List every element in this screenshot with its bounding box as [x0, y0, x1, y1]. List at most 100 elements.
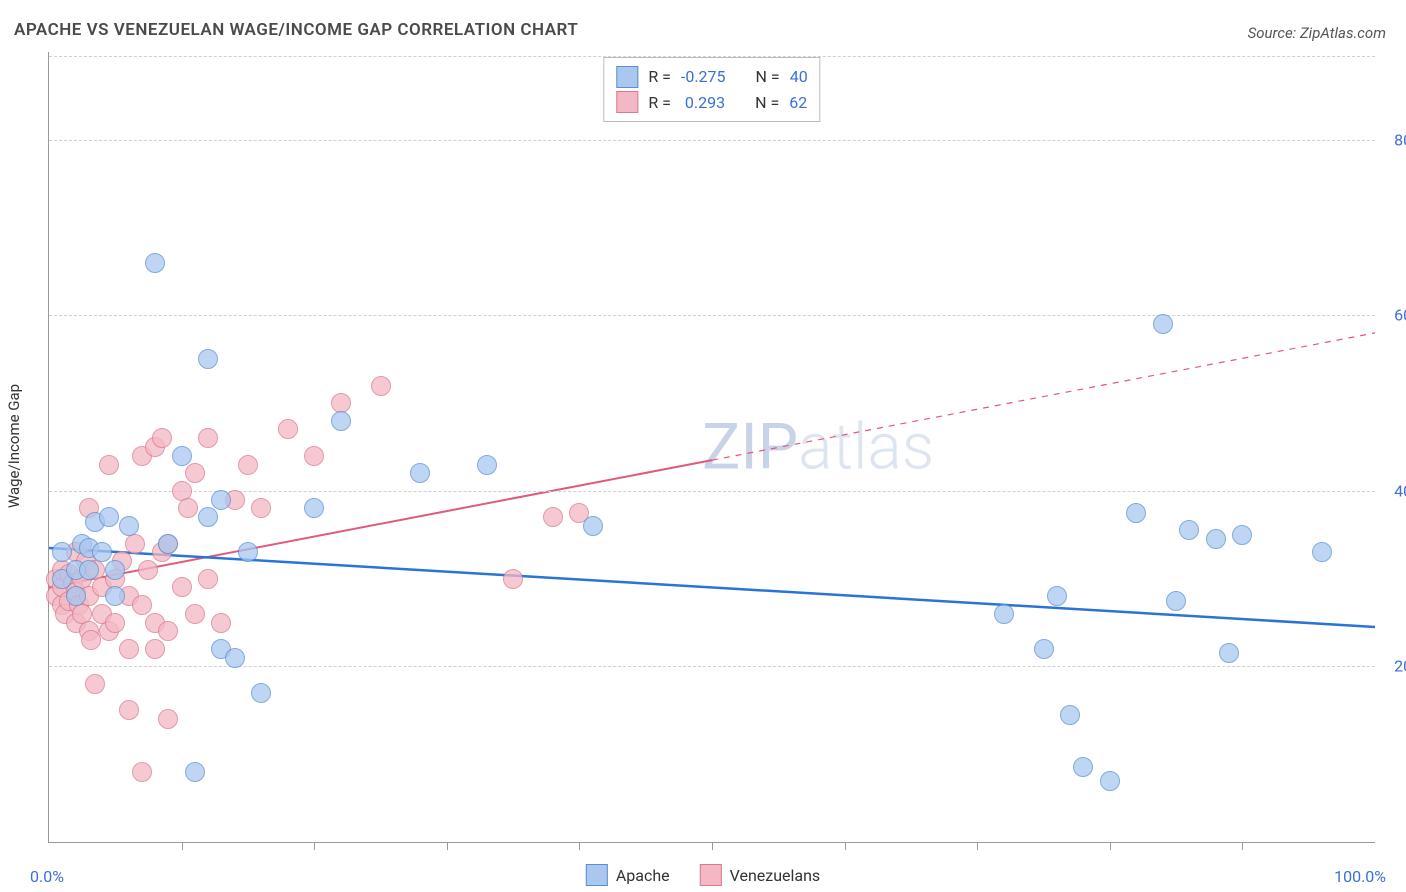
apache-point	[79, 560, 99, 580]
apache-point	[251, 683, 271, 703]
apache-point	[1034, 639, 1054, 659]
x-tick	[447, 842, 448, 850]
venezuelans-r-value: 0.293	[685, 90, 725, 116]
venezuelans-point	[152, 428, 172, 448]
apache-point	[1073, 757, 1093, 777]
gridline	[49, 491, 1375, 492]
apache-point	[1179, 520, 1199, 540]
apache-point	[477, 455, 497, 475]
x-axis-label-max: 100.0%	[1334, 867, 1386, 886]
apache-label: Apache	[616, 866, 670, 885]
venezuelans-point	[198, 428, 218, 448]
venezuelans-point	[185, 604, 205, 624]
venezuelans-point	[278, 419, 298, 439]
apache-point	[331, 411, 351, 431]
venezuelans-point	[198, 569, 218, 589]
apache-point	[66, 586, 86, 606]
venezuelans-point	[132, 762, 152, 782]
venezuelans-point	[119, 639, 139, 659]
y-axis-title: Wage/Income Gap	[5, 384, 23, 508]
apache-swatch-icon	[616, 66, 638, 88]
venezuelans-point	[172, 577, 192, 597]
venezuelans-point	[178, 498, 198, 518]
r-label: R =	[648, 64, 671, 90]
legend-series: Apache Venezuelans	[586, 864, 820, 886]
apache-point	[198, 349, 218, 369]
apache-point	[92, 542, 112, 562]
apache-point	[1060, 705, 1080, 725]
venezuelans-point	[85, 674, 105, 694]
apache-point	[105, 560, 125, 580]
venezuelans-point	[371, 376, 391, 396]
venezuelans-point	[251, 498, 271, 518]
venezuelans-point	[238, 455, 258, 475]
x-tick	[712, 842, 713, 850]
venezuelans-point	[99, 455, 119, 475]
venezuelans-point	[185, 463, 205, 483]
apache-point	[1100, 771, 1120, 791]
apache-point	[1126, 503, 1146, 523]
apache-point	[238, 542, 258, 562]
venezuelans-point	[304, 446, 324, 466]
gridline	[49, 666, 1375, 667]
chart-container: APACHE VS VENEZUELAN WAGE/INCOME GAP COR…	[0, 0, 1406, 892]
x-tick	[1242, 842, 1243, 850]
venezuelans-point	[125, 534, 145, 554]
apache-point	[145, 253, 165, 273]
legend-stats-row-apache: R = -0.275 N = 40	[616, 64, 807, 90]
venezuelans-label: Venezuelans	[730, 866, 821, 885]
venezuelans-point	[138, 560, 158, 580]
apache-point	[198, 507, 218, 527]
y-tick-label: 20.0%	[1381, 657, 1406, 676]
venezuelans-n-value: 62	[789, 90, 807, 116]
venezuelans-point	[132, 595, 152, 615]
y-tick-label: 60.0%	[1381, 306, 1406, 325]
apache-point	[211, 490, 231, 510]
x-tick	[845, 842, 846, 850]
legend-stats: R = -0.275 N = 40 R = 0.293 N = 62	[603, 57, 820, 122]
apache-point	[1312, 542, 1332, 562]
legend-stats-row-venezuelans: R = 0.293 N = 62	[616, 90, 807, 116]
venezuelans-point	[145, 639, 165, 659]
venezuelans-point	[211, 613, 231, 633]
x-tick	[182, 842, 183, 850]
n-label: N =	[755, 90, 779, 116]
apache-point	[410, 463, 430, 483]
venezuelans-point	[119, 700, 139, 720]
apache-n-value: 40	[790, 64, 808, 90]
apache-point	[1153, 314, 1173, 334]
apache-point	[1206, 529, 1226, 549]
venezuelans-swatch-icon	[700, 864, 722, 886]
trend-lines	[49, 52, 1375, 842]
apache-r-value: -0.275	[681, 64, 726, 90]
n-label: N =	[756, 64, 780, 90]
apache-point	[185, 762, 205, 782]
x-axis-label-min: 0.0%	[30, 867, 64, 886]
legend-item-venezuelans: Venezuelans	[700, 864, 821, 886]
venezuelans-point	[543, 507, 563, 527]
apache-point	[1219, 643, 1239, 663]
legend-item-apache: Apache	[586, 864, 670, 886]
apache-point	[1047, 586, 1067, 606]
source-attribution: Source: ZipAtlas.com	[1248, 24, 1386, 42]
x-tick	[314, 842, 315, 850]
apache-swatch-icon	[586, 864, 608, 886]
apache-point	[119, 516, 139, 536]
gridline	[49, 140, 1375, 141]
x-tick	[977, 842, 978, 850]
chart-title: APACHE VS VENEZUELAN WAGE/INCOME GAP COR…	[14, 20, 578, 40]
watermark: ZIPatlas	[702, 410, 934, 485]
x-tick	[1110, 842, 1111, 850]
apache-point	[52, 542, 72, 562]
venezuelans-point	[503, 569, 523, 589]
apache-point	[1166, 591, 1186, 611]
apache-point	[158, 534, 178, 554]
apache-point	[583, 516, 603, 536]
x-tick	[579, 842, 580, 850]
venezuelans-point	[158, 709, 178, 729]
apache-point	[994, 604, 1014, 624]
apache-point	[304, 498, 324, 518]
apache-point	[172, 446, 192, 466]
venezuelans-point	[105, 613, 125, 633]
apache-point	[105, 586, 125, 606]
